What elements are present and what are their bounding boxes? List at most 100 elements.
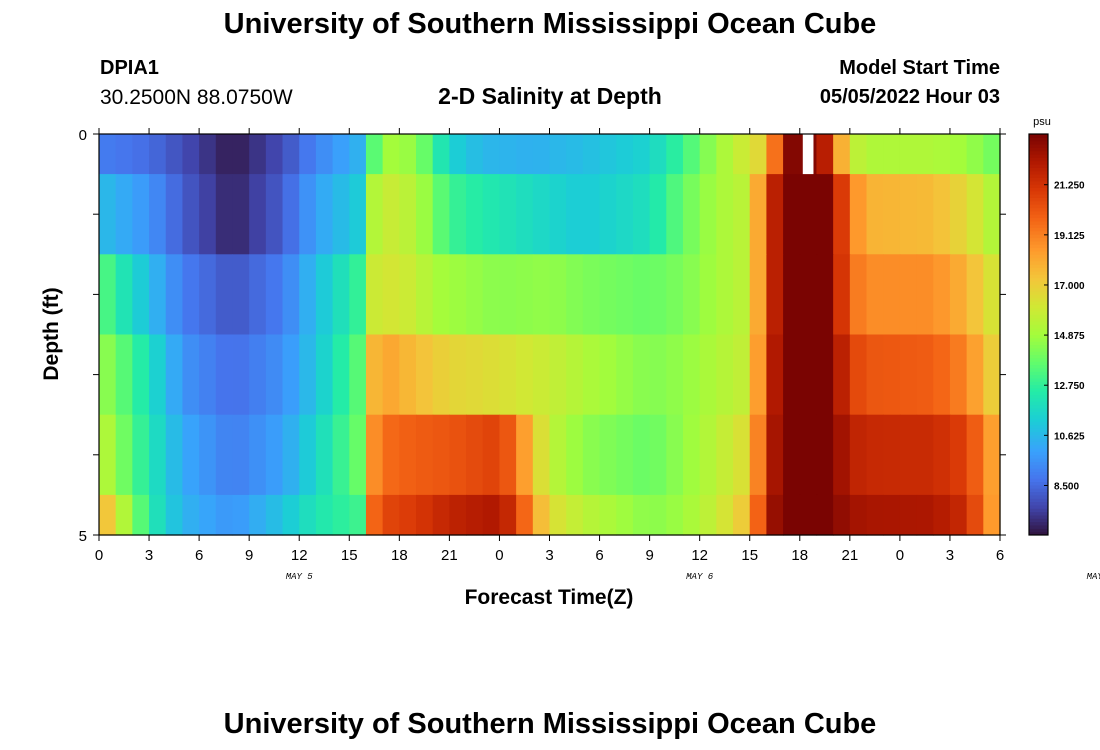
heatmap-cell (816, 174, 834, 255)
y-axis: 05 (79, 127, 1006, 545)
colorbar-segment (1029, 244, 1048, 249)
heatmap-cell (132, 134, 150, 175)
heatmap-cell (315, 414, 334, 496)
colorbar-segment (1029, 137, 1048, 142)
heatmap-cell (983, 494, 1001, 536)
colorbar-segment (1029, 164, 1048, 168)
colorbar-segment (1029, 504, 1048, 509)
x-axis: 0 3 6 9 12 15 18 21 0 3 6 9 12 15 18 21 0 3 6 MAY 5 MAY 6 MAY… (95, 128, 1100, 582)
heatmap-cell (432, 174, 450, 255)
heatmap-cell (382, 174, 400, 255)
colorbar-segment (1029, 451, 1048, 456)
heatmap-cell (733, 414, 751, 496)
x-tick-label: 6 (595, 547, 603, 564)
heatmap-cell (582, 254, 601, 336)
heatmap-cell (749, 334, 768, 416)
heatmap-cell (916, 414, 934, 496)
heatmap-cell (566, 254, 584, 336)
colorbar-segment (1029, 484, 1048, 489)
heatmap-cell (933, 334, 951, 416)
heatmap-cell (716, 254, 734, 336)
heatmap-cell (766, 134, 784, 175)
heatmap-cell (649, 134, 667, 175)
heatmap-cell (866, 414, 884, 496)
colorbar-segment (1029, 200, 1048, 205)
heatmap-cell (549, 174, 567, 255)
heatmap-cell (566, 414, 584, 496)
heatmap-cell (966, 174, 984, 255)
colorbar-segment (1029, 381, 1048, 386)
heatmap-cell (99, 174, 117, 255)
colorbar-segment (1029, 421, 1048, 426)
heatmap-cell (165, 254, 184, 336)
heatmap-cell (916, 134, 934, 175)
heatmap-cell (883, 414, 901, 496)
heatmap-cell (315, 134, 334, 175)
colorbar-tick-label: 14.875 (1054, 331, 1085, 342)
colorbar-segment (1029, 321, 1048, 325)
heatmap-cell (566, 334, 584, 416)
heatmap-cell (733, 174, 751, 255)
heatmap-cell (599, 254, 617, 336)
model-start-label: Model Start Time (839, 57, 1000, 79)
x-tick-label: 15 (341, 547, 358, 564)
heatmap-cell (149, 134, 167, 175)
heatmap-cell (849, 174, 868, 255)
heatmap-cell (682, 414, 701, 496)
heatmap-cell (199, 134, 217, 175)
heatmap-cell (749, 134, 768, 175)
heatmap-cell (616, 334, 634, 416)
colorbar-segment (1029, 391, 1048, 396)
heatmap-cell (132, 334, 150, 416)
heatmap-cell (733, 334, 751, 416)
heatmap-cell (766, 254, 784, 336)
heatmap-cell (933, 174, 951, 255)
heatmap-cell (749, 254, 768, 336)
heatmap-cell (132, 414, 150, 496)
heatmap-cell (833, 494, 851, 536)
colorbar-segment (1029, 324, 1048, 329)
heatmap-cell (332, 174, 350, 255)
heatmap-cell (699, 174, 717, 255)
heatmap-cell (432, 134, 450, 175)
colorbar-segment (1029, 224, 1048, 229)
heatmap-cell (883, 174, 901, 255)
heatmap-cell (632, 254, 651, 336)
colorbar-segment (1029, 144, 1048, 148)
heatmap-cell (933, 134, 951, 175)
heatmap-cell (566, 174, 584, 255)
heatmap-cell (849, 254, 868, 336)
date-label: MAY 5 (286, 572, 314, 582)
heatmap-cell (866, 134, 884, 175)
heatmap-cell (649, 414, 667, 496)
heatmap-cell (449, 174, 467, 255)
colorbar-segment (1029, 190, 1048, 195)
colorbar-segment (1029, 454, 1048, 459)
colorbar-segment (1029, 361, 1048, 366)
colorbar-segment (1029, 260, 1048, 265)
heatmap-cell (616, 254, 634, 336)
heatmap-cell (432, 494, 450, 536)
heatmap-cell (299, 414, 317, 496)
heatmap-cell (883, 134, 901, 175)
colorbar-segment (1029, 428, 1048, 432)
heatmap-cell (849, 494, 868, 536)
colorbar-segment (1029, 177, 1048, 182)
colorbar-segment (1029, 408, 1048, 412)
heatmap-cell (899, 174, 918, 255)
colorbar-segment (1029, 257, 1048, 262)
heatmap-cell (265, 414, 284, 496)
heatmap-cell (282, 414, 300, 496)
colorbar-segment (1029, 418, 1048, 422)
heatmap-cell (616, 174, 634, 255)
colorbar-segment (1029, 147, 1048, 152)
x-tick-label: 18 (791, 547, 808, 564)
colorbar-segment (1029, 291, 1048, 295)
colorbar-segment (1029, 508, 1048, 513)
heatmap-cell (833, 414, 851, 496)
colorbar-segment (1029, 411, 1048, 416)
heatmap-cell (382, 334, 400, 416)
heatmap-cell (399, 414, 417, 496)
colorbar-segment (1029, 180, 1048, 185)
heatmap-cell (766, 494, 784, 536)
